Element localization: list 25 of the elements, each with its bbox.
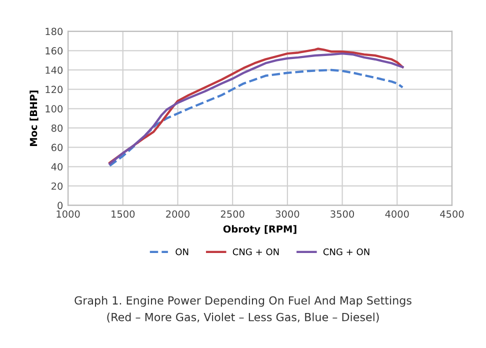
y-tick-label: 80 <box>51 124 63 132</box>
y-axis-title: Moc [BHP] <box>30 90 38 146</box>
y-tick-label: 140 <box>46 66 63 74</box>
x-axis-title: Obroty [RPM] <box>223 225 296 235</box>
x-tick-label: 3000 <box>276 210 300 218</box>
legend-label: CNG + ON <box>323 248 370 256</box>
y-tick-label: 180 <box>46 28 63 36</box>
x-tick-label: 2000 <box>166 210 190 218</box>
caption: Graph 1. Engine Power Depending On Fuel And Map Settings (Red – More Gas, Violet – Less Gas, Blue – Diesel) <box>74 296 412 323</box>
x-tick-label: 3500 <box>330 210 354 218</box>
x-tick-label: 4000 <box>385 210 409 218</box>
legend-label: CNG + ON <box>232 248 279 256</box>
y-tick-label: 20 <box>52 182 63 190</box>
x-tick-label: 2500 <box>220 210 244 218</box>
y-tick-label: 60 <box>51 144 63 152</box>
y-tick-label: 120 <box>46 86 63 94</box>
legend-label: ON <box>176 248 188 256</box>
line-series <box>108 68 404 167</box>
x-tick-label: 1000 <box>56 210 80 218</box>
y-tick-label: 160 <box>46 47 63 54</box>
y-tick-label: 100 <box>46 105 63 112</box>
x-tick-label: 4500 <box>440 210 464 218</box>
y-tick-label: 0 <box>58 202 63 210</box>
y-tick-label: 40 <box>51 163 63 170</box>
x-tick-label: 1500 <box>112 210 135 218</box>
